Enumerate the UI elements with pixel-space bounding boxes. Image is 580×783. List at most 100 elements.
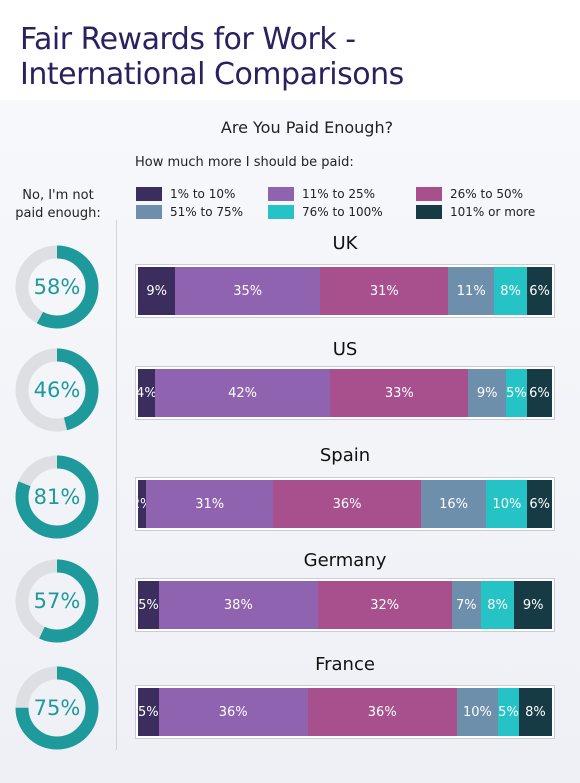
bar-segment: 32% (317, 581, 452, 629)
title-line-1: Fair Rewards for Work - (20, 22, 356, 57)
bar-segment-label: 42% (228, 385, 257, 401)
bar-segment-label: 10% (492, 496, 522, 512)
bar-segment-label: 6% (529, 385, 550, 401)
donut-value: 57% (33, 589, 81, 613)
title-line-2: International Comparisons (20, 57, 404, 92)
bar-segment: 6% (527, 480, 552, 528)
donut-arc (15, 666, 99, 750)
stacked-bar: 4% 42% 33% 9% 5%6% (135, 366, 555, 420)
bar-segment-label: 8% (525, 704, 546, 720)
bar-segment-label: 36% (367, 704, 397, 720)
bar-segment: 36% (307, 688, 457, 736)
bar-segment-label: 5% (498, 704, 519, 720)
bar-segment-label: 11% (456, 283, 486, 299)
legend-item: 51% to 75% (136, 204, 243, 220)
bar-segment-label: 9% (476, 385, 498, 401)
donut-value: 81% (33, 485, 81, 509)
chart-title: Are You Paid Enough? (220, 118, 394, 137)
legend-swatch (268, 187, 294, 201)
legend-item: 11% to 25% (268, 186, 375, 202)
caption-line-1: No, I'm not (22, 188, 94, 203)
legend-swatch (416, 205, 442, 219)
bar-segment: 42% (154, 369, 331, 417)
bar-segment: 8% (480, 581, 515, 629)
legend-label: 76% to 100% (302, 205, 383, 219)
header: Fair Rewards for Work - International Co… (0, 0, 580, 100)
legend-swatch (268, 205, 294, 219)
bar-segment: 2% (138, 480, 147, 528)
donut-arc (15, 245, 99, 329)
bar-segment: 5% (505, 369, 527, 417)
bar-segment-label: 9% (522, 597, 544, 613)
donut-svg (15, 455, 99, 539)
donut-svg (15, 559, 99, 643)
bar-segment-label: 35% (233, 283, 263, 299)
stacked-bar-fill: 5% 38% 32% 7% 8% 9% (138, 581, 552, 629)
bar-segment-label: 4% (138, 385, 155, 401)
donut-svg (15, 348, 99, 432)
stacked-bar: 5% 36% 36% 10% 5% 8% (135, 685, 555, 739)
donut-chart: 58% (14, 244, 100, 330)
legend-item: 101% or more (416, 204, 535, 220)
bar-segment: 11% (448, 267, 494, 315)
bar-segment-label: 7% (455, 597, 477, 613)
stacked-bar-fill: 4% 42% 33% 9% 5%6% (138, 369, 552, 417)
country-label: Spain (319, 445, 371, 466)
bar-segment-label: 5% (138, 704, 159, 720)
bar-segment: 6% (526, 369, 552, 417)
page-title: Fair Rewards for Work - International Co… (20, 22, 404, 92)
bar-segment: 10% (456, 688, 499, 736)
donut-chart: 57% (14, 558, 100, 644)
bar-segment: 38% (158, 581, 318, 629)
bar-segment: 5% (498, 688, 519, 736)
bar-segment: 9% (514, 581, 552, 629)
bar-segment-label: 32% (370, 597, 400, 613)
not-paid-enough-caption: No, I'm not paid enough: (8, 187, 108, 223)
country-label: Germany (303, 550, 387, 571)
bar-segment-label: 10% (462, 704, 492, 720)
stacked-bar: 9% 35% 31% 11% 8% 6% (135, 264, 555, 318)
bar-segment-label: 36% (218, 704, 248, 720)
donut-chart: 75% (14, 665, 100, 751)
caption-line-2: paid enough: (15, 206, 101, 221)
bar-segment: 6% (527, 267, 552, 315)
country-label: US (332, 339, 358, 360)
legend-item: 76% to 100% (268, 204, 383, 220)
donut-value: 75% (33, 696, 81, 720)
divider (116, 220, 117, 750)
legend-swatch (136, 205, 162, 219)
stacked-bar-fill: 5% 36% 36% 10% 5% 8% (138, 688, 552, 736)
bar-segment: 9% (468, 369, 506, 417)
bar-segment-label: 36% (332, 496, 362, 512)
legend-label: 1% to 10% (170, 187, 236, 201)
donut-value: 58% (33, 275, 81, 299)
bar-segment: 9% (138, 267, 176, 315)
donut-arc (15, 559, 99, 643)
donut-value: 46% (33, 378, 81, 402)
donut-arc (15, 348, 99, 432)
donut-arc (15, 455, 99, 539)
bar-segment: 4% (138, 369, 155, 417)
bar-segment-label: 5% (506, 385, 527, 401)
donut-svg (15, 245, 99, 329)
bar-segment: 5% (138, 688, 159, 736)
stacked-bar-fill: 9% 35% 31% 11% 8% 6% (138, 267, 552, 315)
bar-segment-label: 6% (529, 283, 550, 299)
stacked-bar-fill: 2% 31% 36% 16% 10% 6% (138, 480, 552, 528)
legend-label: 11% to 25% (302, 187, 376, 201)
legend-swatch (416, 187, 442, 201)
donut-svg (15, 666, 99, 750)
bar-segment-label: 9% (146, 283, 167, 299)
bar-segment-label: 16% (439, 496, 469, 512)
bar-segment-label: 33% (384, 385, 414, 401)
bar-segment-label: 31% (369, 283, 399, 299)
legend-label: 51% to 75% (170, 205, 244, 219)
bar-segment: 36% (273, 480, 421, 528)
bar-segment: 31% (146, 480, 274, 528)
legend-title: How much more I should be paid: (135, 155, 354, 170)
bar-segment: 8% (518, 688, 552, 736)
legend-item: 26% to 50% (416, 186, 523, 202)
bar-segment: 8% (494, 267, 528, 315)
stacked-bar: 2% 31% 36% 16% 10% 6% (135, 477, 555, 531)
legend-swatch (136, 187, 162, 201)
